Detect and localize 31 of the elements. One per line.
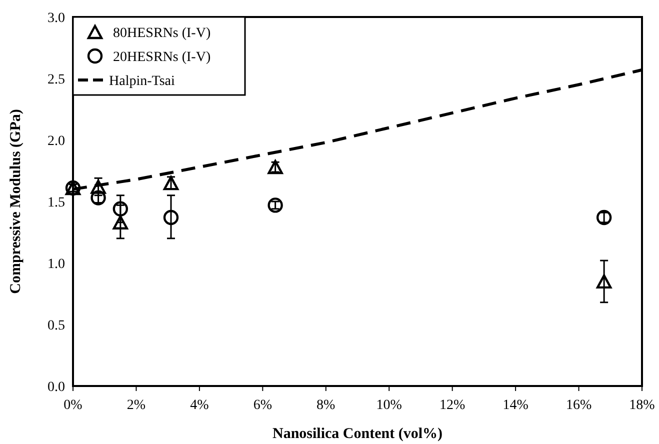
legend-label: Halpin-Tsai [109,74,175,89]
point [163,176,179,190]
y-tick-label: 2.5 [48,72,65,88]
x-tick-label: 18% [629,398,656,413]
point [596,210,612,226]
y-tick-label: 3.0 [48,11,65,26]
x-tick-label: 4% [190,398,210,413]
x-tick-label: 6% [253,398,272,413]
y-tick-label: 0.5 [48,318,65,334]
point [163,210,179,226]
x-tick-label: 2% [126,398,146,413]
x-tick-label: 10% [376,398,402,413]
x-tick-label: 0% [64,398,83,413]
y-tick-label: 1.0 [48,257,65,272]
point [596,274,612,289]
y-axis-title: Compressive Modulus (GPa) [8,109,24,294]
legend-label: 20HESRNs (I-V) [113,50,211,65]
y-tick-label: 0.0 [48,380,65,395]
y-tick-label: 2.0 [48,134,65,149]
x-axis-title: Nanosilica Content (vol%) [272,426,442,442]
point [268,160,283,174]
legend-label: 80HESRNs (I-V) [113,26,211,41]
x-tick-label: 8% [316,398,336,413]
point [90,190,106,206]
x-tick-label: 12% [439,398,466,413]
x-tick-label: 14% [502,398,529,413]
point [112,215,128,230]
point [268,198,283,213]
point [112,201,128,216]
x-tick-label: 16% [566,398,592,413]
y-tick-label: 1.5 [48,196,65,210]
